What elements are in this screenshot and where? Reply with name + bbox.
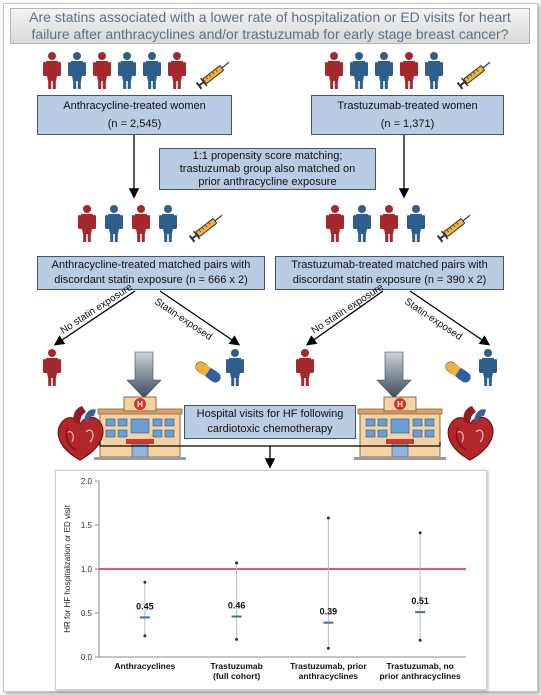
ci-upper-point <box>418 531 422 535</box>
trastuzumab-matched-line-2: discordant statin exposure (n = 390 x 2) <box>292 274 487 286</box>
matching-box: 1:1 propensity score matching; trastuzum… <box>159 148 376 190</box>
anthracycline-cohort-label: Anthracycline-treated women <box>63 100 206 112</box>
woman-no-statin-right <box>296 349 314 386</box>
trastuzumab-women-icons <box>325 52 443 89</box>
matching-line-2: trastuzumab group also matched on <box>179 162 356 175</box>
y-tick-label: 2.0 <box>81 477 93 486</box>
category-label: Trastuzumab, prior <box>290 661 367 671</box>
hr-data-label: 0.46 <box>228 601 246 611</box>
hr-chart-panel: 0.0 0.5 1.0 1.5 2.0 HR for HF hospitalization… <box>55 470 487 690</box>
figure-title: Are statins associated with a lower rate… <box>10 8 530 44</box>
hr-chart: 0.0 0.5 1.0 1.5 2.0 HR for HF hospitalization… <box>63 477 466 681</box>
category-label: prior anthracyclines <box>379 671 461 681</box>
trastuzumab-cohort-n: (n = 1,371) <box>380 118 435 130</box>
hr-data-label: 0.39 <box>320 607 338 617</box>
category-label: (full cohort) <box>213 671 260 681</box>
matching-line-1: 1:1 propensity score matching; <box>192 149 343 162</box>
hospital-icon <box>353 396 447 461</box>
heart-icon <box>57 405 104 461</box>
syringe-icon <box>187 210 227 244</box>
matching-line-3: prior anthracycline exposure <box>198 175 337 188</box>
anthracycline-matched-line-2: discordant statin exposure (n = 666 x 2) <box>54 274 248 286</box>
hr-data-label: 0.51 <box>411 596 429 606</box>
category-label: Trastuzumab <box>210 661 262 671</box>
statin-label-left: Statin-exposed <box>152 296 213 342</box>
trastuzumab-cohort-box: Trastuzumab-treated women (n = 1,371) <box>311 95 504 135</box>
woman-statin-right <box>479 349 497 386</box>
trastuzumab-matched-women-icons <box>326 205 425 242</box>
outcome-line-2: cardiotoxic chemotherapy <box>207 423 333 435</box>
pill-icon <box>443 359 473 385</box>
statin-label-right: Statin-exposed <box>402 296 463 342</box>
heart-icon <box>447 405 494 461</box>
ci-upper-point <box>235 561 239 565</box>
outcome-box: Hospital visits for HF following cardiot… <box>184 405 356 439</box>
category-label: Anthracyclines <box>114 661 175 671</box>
syringe-icon <box>194 57 234 91</box>
trastuzumab-matched-box: Trastuzumab-treated matched pairs with d… <box>275 256 504 290</box>
branch-arrow <box>53 290 136 346</box>
woman-no-statin-left <box>43 349 61 386</box>
y-tick-label: 1.5 <box>81 521 93 530</box>
no-statin-label-right: No statin exposure <box>310 282 386 337</box>
anthracycline-matched-women-icons <box>78 205 177 242</box>
branch-arrow <box>159 290 241 346</box>
trastuzumab-matched-line-1: Trastuzumab-treated matched pairs with <box>291 259 488 271</box>
no-statin-label-left: No statin exposure <box>59 282 135 337</box>
trastuzumab-cohort-label: Trastuzumab-treated women <box>337 100 478 112</box>
branch-arrow <box>409 290 491 346</box>
category-label: Trastuzumab, no <box>386 661 454 671</box>
hospital-icon <box>93 396 187 461</box>
anthracycline-matched-line-1: Anthracycline-treated matched pairs with <box>51 259 251 271</box>
y-tick-label: 0.5 <box>81 609 93 618</box>
ci-lower-point <box>418 638 422 642</box>
syringe-icon <box>455 57 495 91</box>
large-down-arrow <box>376 351 412 399</box>
y-tick-label: 0.0 <box>81 653 93 662</box>
large-down-arrow <box>126 351 162 399</box>
anthracycline-cohort-box: Anthracycline-treated women (n = 2,545) <box>37 95 232 135</box>
hr-data-label: 0.45 <box>136 601 154 611</box>
anthracycline-matched-box: Anthracycline-treated matched pairs with… <box>37 256 265 290</box>
ci-lower-point <box>143 634 147 638</box>
anthracycline-cohort-n: (n = 2,545) <box>107 118 162 130</box>
pill-icon <box>193 359 223 385</box>
branch-arrow <box>305 290 384 346</box>
ci-lower-point <box>326 646 330 650</box>
ci-upper-point <box>143 580 147 584</box>
anthracycline-women-icons <box>43 52 186 89</box>
category-label: anthracyclines <box>299 671 359 681</box>
outcome-line-1: Hospital visits for HF following <box>196 408 344 420</box>
ci-upper-point <box>326 516 330 520</box>
ci-lower-point <box>235 637 239 641</box>
y-tick-label: 1.0 <box>81 565 93 574</box>
syringe-icon <box>435 210 475 244</box>
y-axis-label: HR for HF hospitalization or ED visit <box>63 504 72 632</box>
woman-statin-left <box>226 349 244 386</box>
